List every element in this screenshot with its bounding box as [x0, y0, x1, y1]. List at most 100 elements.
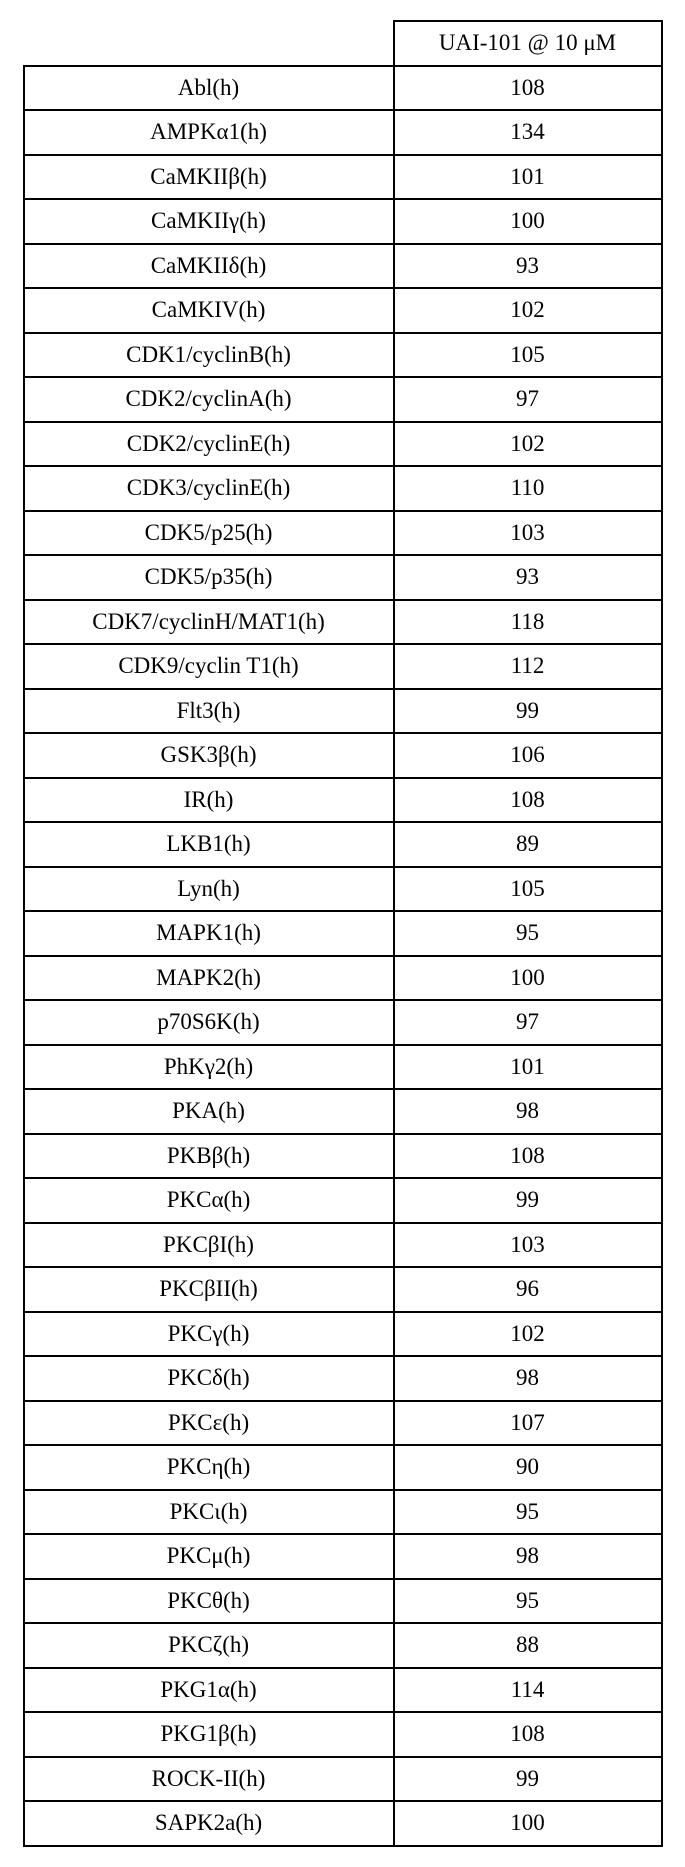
- kinase-value-cell: 100: [394, 956, 662, 1001]
- kinase-value-cell: 96: [394, 1267, 662, 1312]
- kinase-name-cell: CDK3/cyclinE(h): [24, 466, 394, 511]
- kinase-name-cell: PKCβI(h): [24, 1223, 394, 1268]
- kinase-value-cell: 114: [394, 1668, 662, 1713]
- kinase-name-cell: MAPK2(h): [24, 956, 394, 1001]
- table-row: PKCθ(h)95: [24, 1579, 662, 1624]
- kinase-name-cell: PKCε(h): [24, 1401, 394, 1446]
- table-row: Lyn(h)105: [24, 867, 662, 912]
- kinase-name-cell: CaMKIIβ(h): [24, 155, 394, 200]
- table-row: CaMKIIβ(h)101: [24, 155, 662, 200]
- kinase-name-cell: CaMKIIγ(h): [24, 199, 394, 244]
- table-row: CDK2/cyclinA(h)97: [24, 377, 662, 422]
- kinase-value-cell: 98: [394, 1089, 662, 1134]
- kinase-name-cell: PhKγ2(h): [24, 1045, 394, 1090]
- kinase-value-cell: 95: [394, 911, 662, 956]
- kinase-value-cell: 106: [394, 733, 662, 778]
- kinase-name-cell: PKCθ(h): [24, 1579, 394, 1624]
- kinase-value-cell: 99: [394, 1178, 662, 1223]
- table-row: Abl(h)108: [24, 66, 662, 111]
- kinase-value-cell: 102: [394, 288, 662, 333]
- kinase-name-cell: AMPKα1(h): [24, 110, 394, 155]
- table-row: PKCζ(h)88: [24, 1623, 662, 1668]
- kinase-value-cell: 105: [394, 333, 662, 378]
- table-row: Flt3(h)99: [24, 689, 662, 734]
- table-row: CaMKIIδ(h)93: [24, 244, 662, 289]
- kinase-value-cell: 105: [394, 867, 662, 912]
- table-row: CDK2/cyclinE(h)102: [24, 422, 662, 467]
- table-row: CDK9/cyclin T1(h)112: [24, 644, 662, 689]
- kinase-name-cell: LKB1(h): [24, 822, 394, 867]
- table-row: GSK3β(h)106: [24, 733, 662, 778]
- kinase-value-cell: 108: [394, 1134, 662, 1179]
- kinase-value-cell: 108: [394, 1712, 662, 1757]
- table-row: ROCK-II(h)99: [24, 1757, 662, 1802]
- kinase-value-cell: 99: [394, 689, 662, 734]
- kinase-name-cell: PKCγ(h): [24, 1312, 394, 1357]
- kinase-value-cell: 100: [394, 199, 662, 244]
- kinase-value-cell: 101: [394, 1045, 662, 1090]
- kinase-name-cell: PKCδ(h): [24, 1356, 394, 1401]
- kinase-name-cell: CaMKIV(h): [24, 288, 394, 333]
- kinase-name-cell: PKCβII(h): [24, 1267, 394, 1312]
- table-row: PhKγ2(h)101: [24, 1045, 662, 1090]
- header-col1: [24, 21, 394, 66]
- kinase-value-cell: 98: [394, 1534, 662, 1579]
- kinase-name-cell: PKCι(h): [24, 1490, 394, 1535]
- kinase-value-cell: 108: [394, 66, 662, 111]
- table-row: MAPK2(h)100: [24, 956, 662, 1001]
- kinase-value-cell: 107: [394, 1401, 662, 1446]
- kinase-name-cell: PKCα(h): [24, 1178, 394, 1223]
- table-row: p70S6K(h)97: [24, 1000, 662, 1045]
- table-row: CaMKIV(h)102: [24, 288, 662, 333]
- table-row: SAPK2a(h)100: [24, 1801, 662, 1846]
- kinase-name-cell: PKCμ(h): [24, 1534, 394, 1579]
- kinase-name-cell: PKCη(h): [24, 1445, 394, 1490]
- table-row: PKCη(h)90: [24, 1445, 662, 1490]
- table-row: MAPK1(h)95: [24, 911, 662, 956]
- kinase-table: UAI-101 @ 10 μM Abl(h)108AMPKα1(h)134CaM…: [23, 20, 663, 1847]
- kinase-name-cell: CDK7/cyclinH/MAT1(h): [24, 600, 394, 645]
- kinase-name-cell: MAPK1(h): [24, 911, 394, 956]
- kinase-name-cell: CaMKIIδ(h): [24, 244, 394, 289]
- table-row: CDK5/p25(h)103: [24, 511, 662, 556]
- kinase-name-cell: SAPK2a(h): [24, 1801, 394, 1846]
- kinase-name-cell: CDK2/cyclinA(h): [24, 377, 394, 422]
- kinase-value-cell: 101: [394, 155, 662, 200]
- kinase-name-cell: p70S6K(h): [24, 1000, 394, 1045]
- kinase-value-cell: 103: [394, 511, 662, 556]
- kinase-name-cell: GSK3β(h): [24, 733, 394, 778]
- kinase-value-cell: 99: [394, 1757, 662, 1802]
- kinase-value-cell: 134: [394, 110, 662, 155]
- table-row: PKCγ(h)102: [24, 1312, 662, 1357]
- kinase-value-cell: 102: [394, 422, 662, 467]
- table-row: CDK3/cyclinE(h)110: [24, 466, 662, 511]
- table-row: PKCβII(h)96: [24, 1267, 662, 1312]
- table-row: PKCβI(h)103: [24, 1223, 662, 1268]
- table-row: PKG1β(h)108: [24, 1712, 662, 1757]
- kinase-name-cell: CDK5/p35(h): [24, 555, 394, 600]
- kinase-value-cell: 110: [394, 466, 662, 511]
- header-col2: UAI-101 @ 10 μM: [394, 21, 662, 66]
- kinase-name-cell: CDK9/cyclin T1(h): [24, 644, 394, 689]
- kinase-name-cell: IR(h): [24, 778, 394, 823]
- table-row: PKG1α(h)114: [24, 1668, 662, 1713]
- kinase-name-cell: PKG1α(h): [24, 1668, 394, 1713]
- kinase-value-cell: 112: [394, 644, 662, 689]
- kinase-value-cell: 97: [394, 377, 662, 422]
- kinase-value-cell: 98: [394, 1356, 662, 1401]
- kinase-value-cell: 95: [394, 1579, 662, 1624]
- kinase-value-cell: 90: [394, 1445, 662, 1490]
- kinase-name-cell: CDK2/cyclinE(h): [24, 422, 394, 467]
- table-row: PKCι(h)95: [24, 1490, 662, 1535]
- table-row: CaMKIIγ(h)100: [24, 199, 662, 244]
- kinase-name-cell: PKA(h): [24, 1089, 394, 1134]
- kinase-name-cell: PKBβ(h): [24, 1134, 394, 1179]
- kinase-name-cell: Flt3(h): [24, 689, 394, 734]
- kinase-value-cell: 100: [394, 1801, 662, 1846]
- table-row: AMPKα1(h)134: [24, 110, 662, 155]
- table-header-row: UAI-101 @ 10 μM: [24, 21, 662, 66]
- table-row: LKB1(h)89: [24, 822, 662, 867]
- table-row: PKCε(h)107: [24, 1401, 662, 1446]
- kinase-value-cell: 118: [394, 600, 662, 645]
- table-row: IR(h)108: [24, 778, 662, 823]
